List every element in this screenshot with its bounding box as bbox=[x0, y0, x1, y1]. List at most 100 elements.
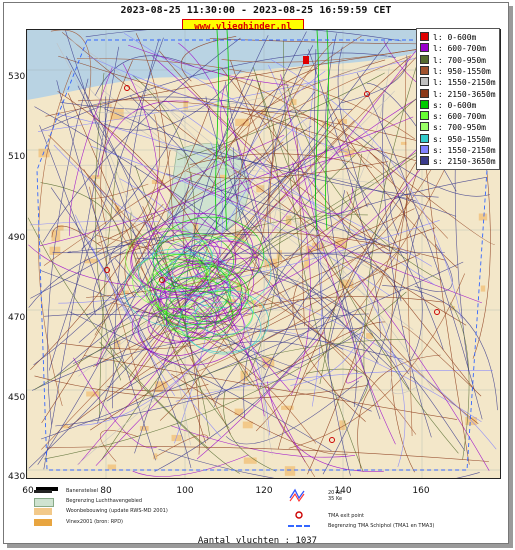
flight-track bbox=[267, 381, 384, 472]
flight-track bbox=[210, 68, 318, 193]
flight-track bbox=[92, 246, 222, 438]
flight-track bbox=[108, 238, 235, 269]
residential-patch bbox=[259, 303, 265, 309]
circling-track bbox=[195, 294, 253, 336]
flight-track bbox=[160, 202, 370, 370]
flight-track bbox=[146, 84, 394, 281]
flight-track bbox=[390, 374, 418, 395]
vinex-swatch bbox=[34, 519, 52, 526]
residential-patch bbox=[322, 122, 331, 127]
residential-patch bbox=[262, 357, 275, 368]
x-tick-100: 100 bbox=[176, 486, 194, 496]
flight-track bbox=[233, 147, 344, 350]
flight-track bbox=[74, 214, 176, 397]
flight-track bbox=[276, 321, 386, 376]
x-tick-160: 160 bbox=[412, 486, 430, 496]
flight-track bbox=[382, 285, 498, 411]
flight-track bbox=[194, 324, 300, 368]
residential-patch bbox=[218, 174, 227, 179]
flight-track bbox=[280, 74, 396, 445]
flight-track bbox=[39, 116, 414, 247]
flight-track bbox=[67, 227, 436, 429]
legend-entry: l: 0-600m bbox=[420, 32, 476, 42]
flight-track bbox=[76, 320, 268, 466]
flight-track bbox=[92, 249, 127, 316]
flight-track bbox=[136, 257, 409, 375]
flight-track bbox=[95, 126, 441, 466]
flight-track bbox=[205, 116, 311, 268]
flight-track bbox=[95, 257, 258, 367]
flight-track bbox=[342, 122, 491, 197]
residential-patch bbox=[276, 250, 282, 261]
flight-track bbox=[96, 114, 161, 253]
flight-track bbox=[242, 140, 448, 317]
circling-track bbox=[186, 301, 262, 355]
key-tma-boundary: Begrenzing TMA Schiphol (TMA1 en TMA3) bbox=[328, 523, 435, 529]
flight-track bbox=[135, 250, 374, 317]
key-runways: Banenstelsel bbox=[66, 488, 99, 494]
legend-entry: s: 700-950m bbox=[420, 122, 486, 132]
residential-patch bbox=[284, 466, 296, 476]
residential-patch bbox=[139, 426, 149, 431]
residential-patch bbox=[114, 339, 121, 349]
flight-track bbox=[47, 164, 385, 185]
circling-track bbox=[144, 265, 218, 317]
flight-track bbox=[337, 46, 368, 208]
residential-patch bbox=[480, 285, 486, 292]
legend-label: s: 0-600m bbox=[433, 100, 477, 110]
flight-track bbox=[158, 448, 480, 478]
key-airport-area: Begrenzing Luchthavengebied bbox=[66, 498, 143, 504]
legend-entry: s: 2150-3650m bbox=[420, 156, 496, 166]
residential-patch bbox=[84, 258, 98, 264]
circling-track bbox=[192, 240, 260, 288]
flight-track bbox=[115, 148, 379, 300]
scale-bar bbox=[36, 487, 58, 491]
legend-label: s: 950-1550m bbox=[433, 134, 491, 144]
flight-track bbox=[78, 30, 432, 465]
flight-track bbox=[363, 67, 417, 373]
key-residential: Woonbebouwing (update RWS-MD 2001) bbox=[66, 508, 168, 514]
flight-track bbox=[409, 376, 466, 451]
circling-track bbox=[183, 238, 221, 265]
legend-label: s: 1550-2150m bbox=[433, 146, 496, 155]
flight-track bbox=[69, 311, 332, 451]
flight-track bbox=[54, 176, 487, 378]
flight-track bbox=[292, 283, 366, 422]
noise-contour-icon bbox=[289, 488, 305, 502]
y-tick-490: 490 bbox=[8, 233, 26, 243]
residential-patch bbox=[154, 381, 168, 392]
y-tick-430: 430 bbox=[8, 472, 26, 482]
x-tick-60: 60 bbox=[22, 486, 34, 496]
flight-track bbox=[223, 390, 277, 472]
flight-track bbox=[148, 91, 316, 340]
flight-track bbox=[251, 259, 359, 373]
flight-track bbox=[234, 81, 262, 264]
flight-track bbox=[216, 41, 389, 271]
residential-patch bbox=[63, 424, 69, 429]
residential-patch bbox=[153, 453, 158, 460]
flight-track bbox=[279, 188, 353, 215]
flight-track bbox=[33, 78, 254, 366]
flight-track bbox=[88, 175, 267, 371]
residential-patch bbox=[242, 300, 256, 305]
flight-track bbox=[346, 339, 376, 384]
flight-track bbox=[84, 355, 458, 420]
flight-track bbox=[42, 37, 241, 243]
approach-corridor bbox=[215, 30, 219, 231]
flight-track bbox=[177, 72, 385, 161]
flight-track bbox=[369, 152, 495, 245]
y-tick-510: 510 bbox=[8, 152, 26, 162]
approach-corridor bbox=[325, 30, 329, 231]
circling-track bbox=[165, 277, 255, 341]
flight-track bbox=[284, 253, 402, 302]
legend-entry: s: 1550-2150m bbox=[420, 145, 496, 155]
legend-swatch bbox=[420, 156, 429, 166]
flight-track bbox=[269, 293, 497, 450]
flight-track bbox=[282, 83, 371, 165]
flight-track bbox=[405, 60, 413, 437]
flight-track bbox=[319, 153, 363, 385]
legend-swatch bbox=[420, 54, 429, 64]
legend-swatch bbox=[420, 43, 429, 53]
flight-track bbox=[39, 125, 156, 461]
flight-track bbox=[29, 220, 159, 226]
